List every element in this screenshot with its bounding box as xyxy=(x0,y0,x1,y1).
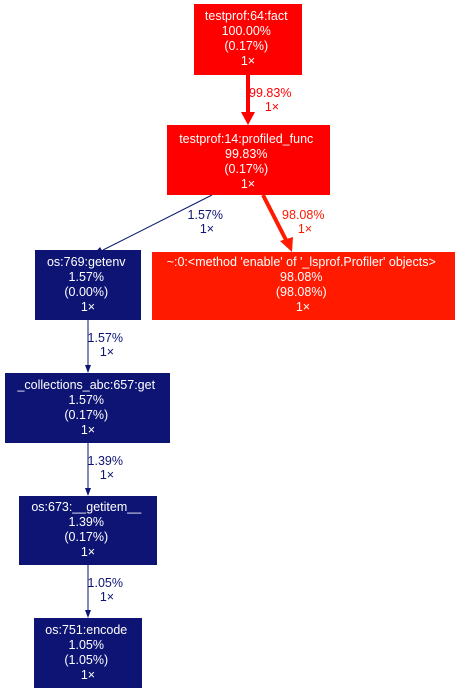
node-call-count: 1× xyxy=(296,300,310,314)
node-self-percent: (98.08%) xyxy=(276,285,327,299)
node-total-percent: 98.08% xyxy=(280,270,322,284)
svg-text:testprof:14:profiled_func: testprof:14:profiled_func 99.83% (0.17%)… xyxy=(179,132,317,191)
node-call-count: 1× xyxy=(241,54,255,68)
svg-text:os:769:getenv 1.57%: os:769:getenv 1.57% (0.00%) 1× xyxy=(47,255,129,314)
edge-profiled-func-to-lsprof: 98.08% 1× xyxy=(261,194,328,252)
node-total-percent: 1.39% xyxy=(69,515,104,529)
node-total-percent: 1.05% xyxy=(69,638,104,652)
edge-label-calls: 1× xyxy=(100,345,114,359)
node-self-percent: (0.17%) xyxy=(224,162,268,176)
edge-label-percent: 1.05% xyxy=(88,576,123,590)
edge-profiled-func-to-getenv: 1.57% 1× xyxy=(94,194,227,254)
edge-label-percent: 1.57% xyxy=(188,208,223,222)
node-call-count: 1× xyxy=(81,300,95,314)
node-self-percent: (0.17%) xyxy=(224,39,268,53)
edge-label-percent: 1.57% xyxy=(88,331,123,345)
node-function-name: os:769:getenv xyxy=(47,255,126,269)
node-self-percent: (0.17%) xyxy=(64,530,108,544)
edge-label-calls: 1× xyxy=(265,100,279,114)
svg-text:98.08% 1×: 98.08% 1× xyxy=(282,208,328,236)
node-function-name: os:673:__getitem__ xyxy=(31,500,142,514)
node-os-getenv: os:769:getenv 1.57% (0.00%) 1× xyxy=(35,250,141,320)
node-self-percent: (0.17%) xyxy=(64,408,108,422)
svg-text:testprof:64:fact 100.00%: testprof:64:fact 100.00% (0.17%) 1× xyxy=(205,9,291,68)
edge-label-calls: 1× xyxy=(100,468,114,482)
node-function-name: ~:0:<method 'enable' of '_lsprof.Profile… xyxy=(167,255,436,269)
edge-collections-get-to-getitem: 1.39% 1× xyxy=(85,443,127,496)
node-testprof-profiled-func: testprof:14:profiled_func 99.83% (0.17%)… xyxy=(167,125,330,195)
edge-getitem-to-encode: 1.05% 1× xyxy=(85,565,127,618)
svg-text:1.57% 1×: 1.57% 1× xyxy=(88,331,127,359)
edge-label-calls: 1× xyxy=(100,590,114,604)
node-function-name: testprof:14:profiled_func xyxy=(179,132,313,146)
edge-getenv-to-collections-get: 1.57% 1× xyxy=(85,320,127,373)
node-testprof-fact: testprof:64:fact 100.00% (0.17%) 1× xyxy=(194,4,302,75)
edge-label-calls: 1× xyxy=(200,222,214,236)
node-self-percent: (1.05%) xyxy=(64,653,108,667)
node-total-percent: 1.57% xyxy=(69,393,104,407)
node-total-percent: 1.57% xyxy=(69,270,104,284)
edge-label-percent: 98.08% xyxy=(282,208,324,222)
node-lsprof-enable: ~:0:<method 'enable' of '_lsprof.Profile… xyxy=(152,252,455,320)
node-os-encode: os:751:encode 1.05% (1.05%) 1× xyxy=(34,618,142,688)
node-call-count: 1× xyxy=(241,177,255,191)
svg-text:1.05% 1×: 1.05% 1× xyxy=(88,576,127,604)
node-function-name: os:751:encode xyxy=(45,623,127,637)
svg-text:os:673:__getitem__ 1.39%: os:673:__getitem__ 1.39% (0.17%) 1× xyxy=(31,500,144,559)
node-function-name: _collections_abc:657:get xyxy=(16,378,155,392)
node-call-count: 1× xyxy=(81,668,95,682)
svg-text:_collections_abc:657:get: _collections_abc:657:get 1.57% (0.17%) 1… xyxy=(16,378,158,437)
edge-fact-to-profiled-func: 99.83% 1× xyxy=(241,75,295,125)
node-os-getitem: os:673:__getitem__ 1.39% (0.17%) 1× xyxy=(19,496,157,565)
edge-label-calls: 1× xyxy=(298,222,312,236)
svg-text:1.57% 1×: 1.57% 1× xyxy=(188,208,227,236)
svg-text:99.83% 1×: 99.83% 1× xyxy=(249,86,295,114)
svg-text:os:751:encode 1.05%: os:751:encode 1.05% (1.05%) 1× xyxy=(45,623,131,682)
node-function-name: testprof:64:fact xyxy=(205,9,288,23)
node-total-percent: 99.83% xyxy=(225,147,267,161)
node-collections-abc-get: _collections_abc:657:get 1.57% (0.17%) 1… xyxy=(5,373,170,443)
svg-text:~:0:<method 'enable' of '_lspr: ~:0:<method 'enable' of '_lsprof.Profile… xyxy=(167,255,440,314)
node-total-percent: 100.00% xyxy=(222,24,271,38)
node-self-percent: (0.00%) xyxy=(64,285,108,299)
edge-label-percent: 99.83% xyxy=(249,86,291,100)
edge-label-percent: 1.39% xyxy=(88,454,123,468)
node-call-count: 1× xyxy=(81,545,95,559)
node-call-count: 1× xyxy=(81,423,95,437)
svg-text:1.39% 1×: 1.39% 1× xyxy=(88,454,127,482)
